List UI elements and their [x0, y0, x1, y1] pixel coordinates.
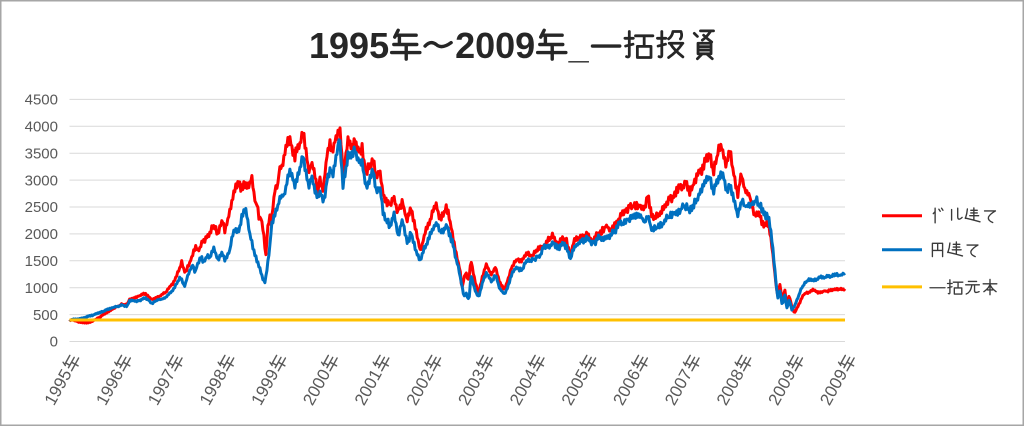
svg-text:_: _ — [568, 25, 590, 66]
svg-text:500: 500 — [33, 307, 58, 324]
svg-text:2000: 2000 — [25, 226, 58, 243]
svg-text:1000: 1000 — [25, 280, 58, 297]
svg-text:4500: 4500 — [25, 92, 58, 109]
svg-text:2009: 2009 — [455, 25, 535, 66]
svg-text:0: 0 — [50, 334, 58, 351]
svg-text:3500: 3500 — [25, 145, 58, 162]
svg-text:2500: 2500 — [25, 199, 58, 216]
svg-text:3000: 3000 — [25, 172, 58, 189]
svg-text:4000: 4000 — [25, 119, 58, 136]
svg-text:1995: 1995 — [309, 25, 389, 66]
svg-text:1500: 1500 — [25, 253, 58, 270]
